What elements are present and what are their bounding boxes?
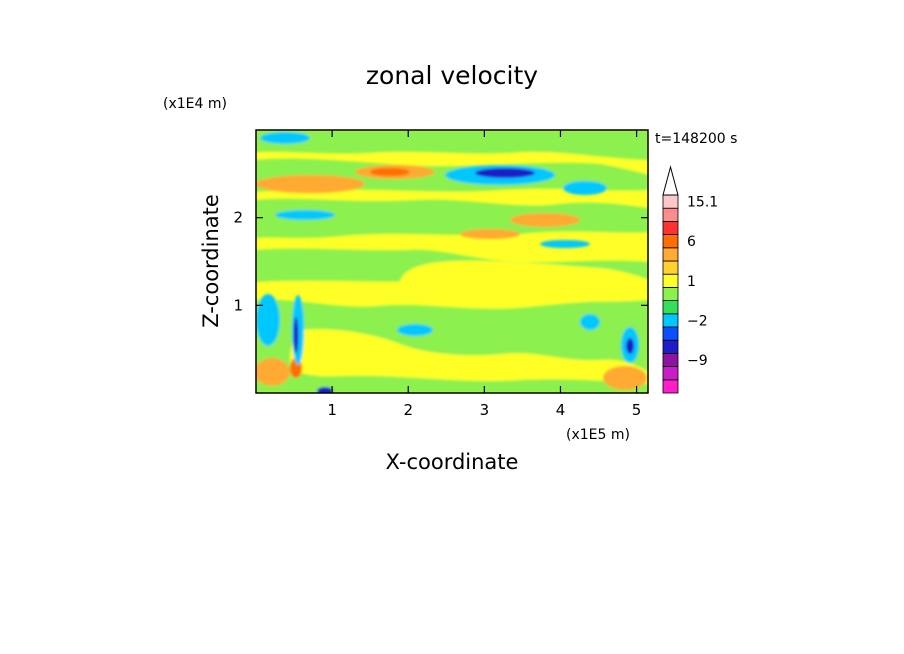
colorbar-segment <box>662 300 679 315</box>
colorbar-label: 6 <box>687 234 696 250</box>
x-axis-label: X-coordinate <box>386 450 519 474</box>
contour-orange-5 <box>460 229 520 239</box>
contour-cyan-4 <box>275 210 335 220</box>
x-tick-label: 3 <box>480 401 490 419</box>
colorbar-segment <box>662 326 679 341</box>
contour-cyan-9 <box>397 324 433 336</box>
y-scale-label: (x1E4 m) <box>163 96 227 112</box>
colorbar-label: 1 <box>687 274 696 290</box>
contour-yellow-patch-lower <box>290 329 648 384</box>
contour-blue-1 <box>475 168 535 178</box>
colorbar-segment <box>662 352 679 367</box>
contour-orange-6 <box>256 358 290 386</box>
colorbar-segment <box>662 260 679 275</box>
contour-orange-3 <box>370 168 410 176</box>
x-tick-label: 1 <box>327 401 337 419</box>
colorbar-segment <box>662 247 679 262</box>
time-label: t=148200 s <box>655 131 737 147</box>
contour-cyan-1 <box>260 132 310 144</box>
colorbar-label: 15.1 <box>687 195 718 211</box>
y-tick-label: 1 <box>233 296 243 314</box>
x-tick-label: 4 <box>556 401 566 419</box>
colorbar-segment <box>662 194 679 209</box>
colorbar-segment <box>662 313 679 328</box>
x-scale-label: (x1E5 m) <box>566 427 630 443</box>
contour-green-band-top <box>256 130 648 160</box>
contour-orange-4 <box>510 213 580 227</box>
colorbar-segment <box>662 286 679 301</box>
contour-orange-7 <box>603 366 647 390</box>
colorbar-segment <box>662 273 679 288</box>
contour-cyan-3 <box>563 181 607 195</box>
plot-frame <box>255 129 649 394</box>
plot-area <box>256 130 648 393</box>
x-tick-label: 2 <box>403 401 413 419</box>
contour-cyan-10 <box>580 314 600 330</box>
contour-blue-2 <box>293 317 299 353</box>
contour-cyan-5 <box>540 240 590 248</box>
colorbar-label: −9 <box>687 353 708 369</box>
colorbar-segment <box>662 366 679 381</box>
contour-orange-1 <box>256 175 365 193</box>
contour-field <box>256 130 648 393</box>
colorbar: 15.1 6 1 −2 −9 <box>662 165 718 394</box>
contour-cyan-6 <box>256 294 280 346</box>
colorbar-segment <box>662 234 679 249</box>
chart-title: zonal velocity <box>366 61 538 90</box>
x-tick-label: 5 <box>632 401 642 419</box>
colorbar-segment <box>662 207 679 222</box>
contour-green-band-mid <box>256 198 648 238</box>
colorbar-extend-arrow <box>662 165 679 196</box>
contour-blue-3 <box>626 338 634 354</box>
contour-yellow-patch-upper <box>400 260 648 302</box>
x-axis: 1 2 3 4 5 <box>327 130 641 419</box>
y-axis: 12 <box>233 209 648 314</box>
contour-blue-4 <box>317 387 333 393</box>
colorbar-segment <box>662 339 679 354</box>
y-tick-label: 2 <box>233 209 243 227</box>
colorbar-segment <box>662 220 679 235</box>
y-axis-label: Z-coordinate <box>199 194 223 328</box>
colorbar-segment <box>662 379 679 394</box>
colorbar-label: −2 <box>687 313 708 329</box>
